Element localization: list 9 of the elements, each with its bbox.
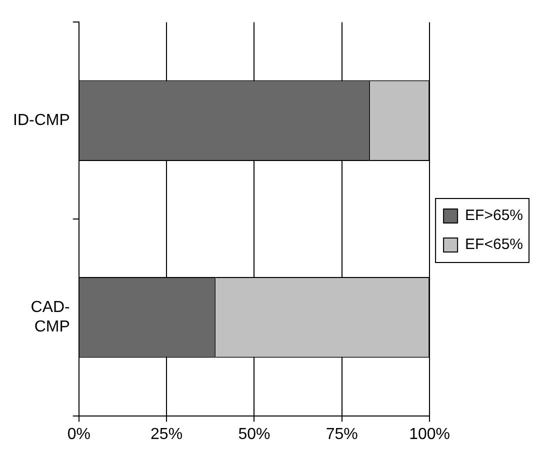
x-tick-label: 0% [67, 426, 90, 443]
x-tick-label: 50% [238, 426, 270, 443]
legend-label: EF>65% [465, 207, 524, 224]
x-tick-label: 25% [150, 426, 183, 443]
y-tick-label: ID-CMP [12, 112, 70, 130]
x-tick-label: 75% [326, 426, 358, 443]
x-tick-label: 100% [409, 426, 450, 443]
legend-label: EF<65% [465, 236, 524, 254]
y-tick-label: CAD-CMP [30, 299, 70, 336]
